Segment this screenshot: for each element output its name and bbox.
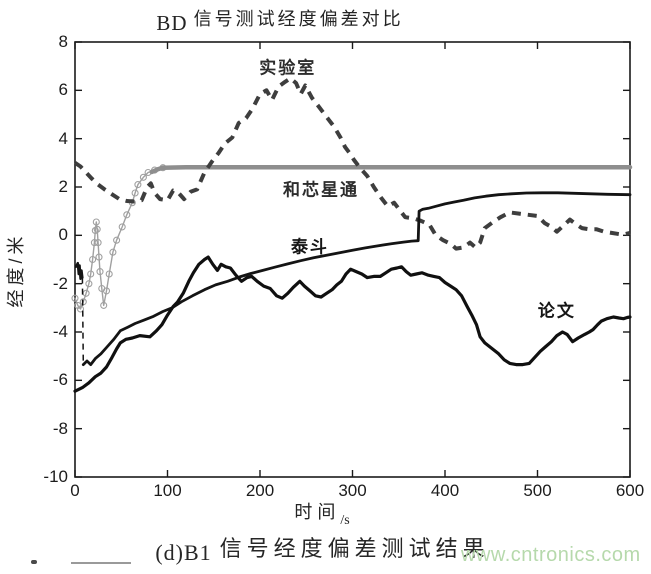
figure-caption-prefix: (d)B1 [155,540,212,565]
x-tick-label: 500 [523,481,552,500]
y-tick-label: 2 [58,177,68,196]
series-hexin-start-line [74,166,164,310]
chart-title-text: 信号测试经度偏差对比 [193,9,404,29]
y-tick-label: 8 [58,32,68,51]
x-tick-label: 200 [245,481,275,500]
series-hexin-start-marker-circle [134,181,142,189]
chart-title-prefix: BD [156,11,188,35]
x-tick-label: 600 [615,481,645,500]
series-hexin-start-marker-circle [87,270,95,278]
curve-label-taidou: 泰斗 [290,237,329,257]
watermark: www.cntronics.com [461,544,641,566]
curve-label-lab: 实验室 [259,58,317,78]
x-axis-label: 时间/s [75,498,569,528]
figure-caption: (d)B1 信号经度偏差测试结果 [0,531,645,565]
figure-caption-text: 信号经度偏差测试结果 [219,536,490,561]
chart-title: BD 信号测试经度偏差对比 [0,5,560,35]
series-hexin-start-marker-circle [118,223,126,231]
series-hexin-start-marker-circle [109,248,117,256]
series-hexin-start-marker-circle [139,173,147,181]
series-hexin-line [149,164,633,175]
series-hexin-start-marker-circle [113,236,121,244]
x-tick-label: 0 [70,481,80,500]
series-hexin-start-marker-circle [100,301,108,309]
axis-box [74,41,631,478]
y-tick-label: -2 [52,273,68,293]
series-hexin-start-marker-circle [76,305,85,313]
artifact-line [71,562,131,564]
y-tick-label: -4 [52,322,68,341]
series-hexin-start-marker-circle [96,268,104,276]
x-tick-label: 100 [153,481,182,500]
series-hexin-start-marker-circle [105,270,113,278]
x-tick-label: 400 [430,481,460,500]
artifact-dot [31,560,37,564]
curve-label-hexin: 和芯星通 [283,180,360,200]
series-hexin-start-marker-circle [71,294,79,302]
series-hexin-start-marker-circle [95,253,103,261]
x-tick-label: 300 [338,481,367,500]
series-hexin-start-marker-circle [89,255,97,264]
y-axis-label: 经度/米 [6,232,26,308]
series-hexin-start-marker-circle [92,218,100,226]
series-hexin-start-marker-circle [85,280,93,288]
y-tick-label: -10 [43,467,68,486]
series-hexin-start-marker-circle [102,287,111,295]
series-hexin-start-marker-circle [93,225,101,233]
y-tick-label: -8 [52,418,68,438]
y-tick-label: 4 [58,128,68,148]
series-taidou-drop-line [81,277,85,365]
series-hexin-start-marker-circle [123,211,131,219]
series-taidou-hook-line [74,261,84,280]
y-tick-label: 0 [58,225,68,245]
x-axis-label-text: 时间 [294,502,341,522]
series-hexin-start-marker-circle [131,189,139,197]
curve-label-paper: 论文 [537,301,576,321]
series-taidou-line [81,191,632,367]
series-hexin-start-marker-circle [94,239,102,247]
y-tick-label: -6 [52,370,68,390]
series-paper-line [73,255,632,393]
y-tick-label: 6 [58,80,68,100]
series-lab-line [73,76,631,251]
x-axis-unit: /s [340,513,350,528]
series-hexin-start-marker-circle [90,239,98,247]
